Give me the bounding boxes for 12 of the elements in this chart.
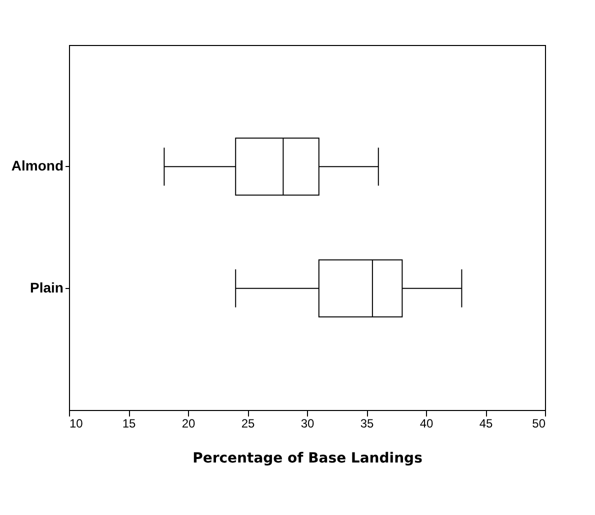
x-tick-label: 10	[70, 416, 84, 430]
y-tick-label: Almond	[11, 158, 64, 174]
x-tick-label: 15	[122, 416, 136, 430]
x-axis-title: Percentage of Base Landings	[192, 450, 422, 466]
x-tick-label: 35	[360, 416, 374, 430]
x-tick-label: 45	[479, 416, 493, 430]
x-tick-label: 30	[300, 416, 314, 430]
x-tick-label: 25	[241, 416, 255, 430]
y-tick-label: Plain	[30, 279, 64, 296]
x-tick-label: 40	[420, 416, 434, 430]
x-tick-label: 50	[532, 416, 546, 430]
x-tick-label: 20	[182, 416, 196, 430]
